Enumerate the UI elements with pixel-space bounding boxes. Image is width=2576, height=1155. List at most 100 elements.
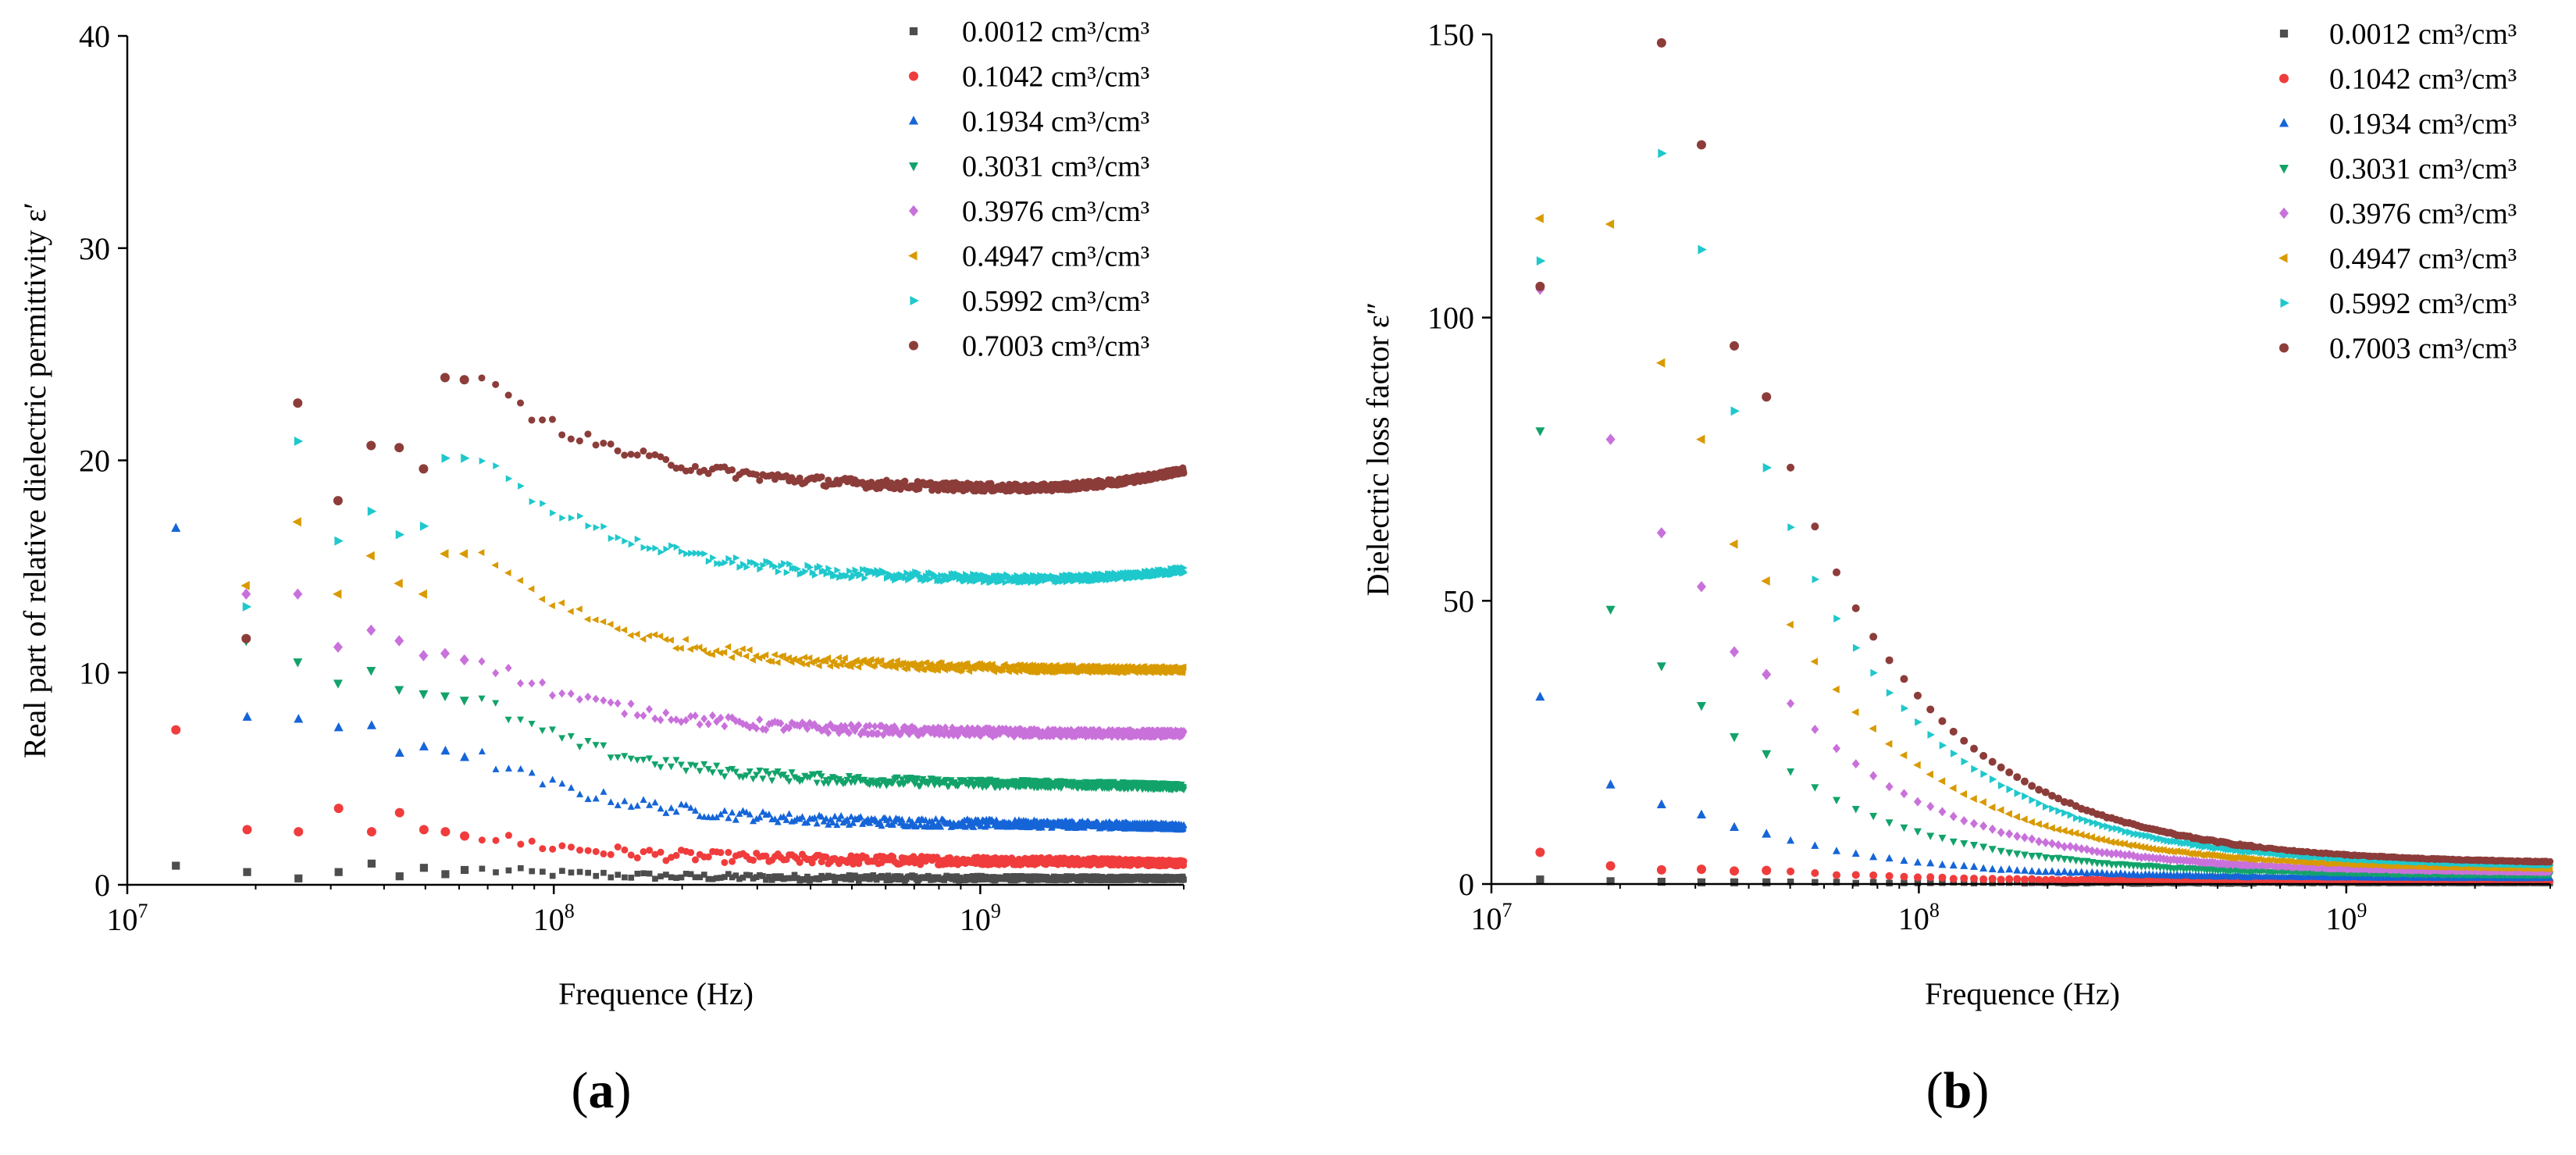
a-point-s0 [673,875,679,882]
a-point-s2 [668,804,675,811]
a-point-s2 [765,811,773,818]
a-point-s3 [753,772,761,779]
a-point-s4 [419,650,429,661]
a-point-s2 [492,765,500,772]
a-point-s2 [568,784,575,791]
a-point-s4 [866,721,874,730]
a-point-s0 [763,876,769,883]
a-point-s0 [753,874,760,880]
a-point-s4 [633,711,641,720]
a-point-s4 [504,663,512,672]
a-point-s2 [600,788,607,795]
a-point-s2 [677,800,685,807]
a-point-s2 [743,808,750,815]
a-point-s2 [970,823,978,830]
a-point-s4 [558,689,566,698]
a-point-s1 [822,853,830,861]
a-point-s1 [607,850,615,858]
a-point-s3 [743,772,750,779]
panel-a-y-axis-title: Real part of relative dielectric permitt… [17,202,52,758]
a-point-s7 [419,464,429,474]
a-point-s2 [837,811,845,819]
a-point-s7 [293,398,303,408]
a-point-s0 [729,874,736,881]
a-point-s3 [567,733,575,740]
a-point-s3 [607,754,615,761]
a-point-s3 [517,716,525,724]
a-point-s4 [871,722,878,731]
panel-a-x-axis-title: Frequence (Hz) [558,976,754,1011]
a-point-s3 [691,762,699,770]
a-point-s2 [717,810,725,818]
a-point-s3 [668,763,675,771]
a-point-s7 [504,391,512,399]
a-point-s2 [592,794,600,802]
a-point-s2 [857,813,864,820]
a-point-s4 [657,715,664,725]
a-point-s2 [818,812,825,820]
a-point-s3 [721,773,729,780]
a-point-s3 [768,777,776,785]
a-point-s3 [394,686,404,695]
a-point-s0 [600,869,607,876]
a-legend-label: 0.4947 cm³/cm³ [962,241,1149,273]
a-legend-label: 0.3976 cm³/cm³ [962,195,1149,228]
a-point-s3 [974,782,982,790]
a-point-s0 [721,874,728,880]
a-point-s2 [885,815,893,822]
a-point-s0 [705,875,712,882]
a-point-s1 [517,840,525,848]
a-point-s4 [721,722,729,731]
a-point-s2 [657,804,664,812]
a-point-s4 [855,721,863,729]
a-point-s4 [517,679,525,688]
a-point-s3 [672,757,680,764]
a-point-s0 [441,870,450,879]
a-point-s1 [592,847,600,855]
a-point-s3 [459,697,469,706]
a-point-s3 [945,782,953,790]
a-point-s1 [808,859,816,867]
a-point-s4 [394,635,404,647]
a-point-s7 [548,415,556,423]
a-point-s7 [366,440,376,451]
a-point-s2 [937,822,945,830]
a-point-s0 [568,869,575,876]
a-point-s2 [692,807,700,814]
a-point-s3 [935,776,942,783]
a-point-s2 [621,797,629,804]
a-point-s0 [709,875,716,882]
a-point-s1 [333,804,344,814]
a-point-s4 [621,709,629,718]
a-point-s3 [765,771,773,778]
a-point-s4 [528,679,536,688]
a-point-s4 [691,711,699,720]
a-point-s2 [672,807,680,815]
a-point-s0 [559,868,565,874]
a-point-s4 [567,689,575,698]
a-point-s4 [640,711,647,720]
a-point-s2 [729,808,736,816]
a-y-tick-label: 10 [79,655,110,690]
a-point-s0 [1181,876,1187,883]
a-legend-label: 0.3031 cm³/cm³ [962,151,1149,184]
a-point-s7 [394,443,404,453]
a-point-s7 [729,466,736,474]
a-point-s3 [696,768,704,775]
a-point-s0 [334,868,343,876]
a-point-s1 [171,725,181,735]
a-point-s0 [969,873,976,879]
a-point-s2 [394,747,404,758]
a-point-s3 [419,690,429,700]
a-point-s4 [687,711,695,721]
a-point-s4 [539,678,547,687]
a-point-s3 [818,773,825,780]
a-point-s3 [558,735,566,742]
a-point-s0 [894,873,901,879]
a-legend-marker [909,27,918,36]
a-point-s3 [677,761,685,768]
a-point-s0 [646,870,653,877]
a-point-s1 [717,849,725,857]
a-point-s7 [558,431,566,439]
